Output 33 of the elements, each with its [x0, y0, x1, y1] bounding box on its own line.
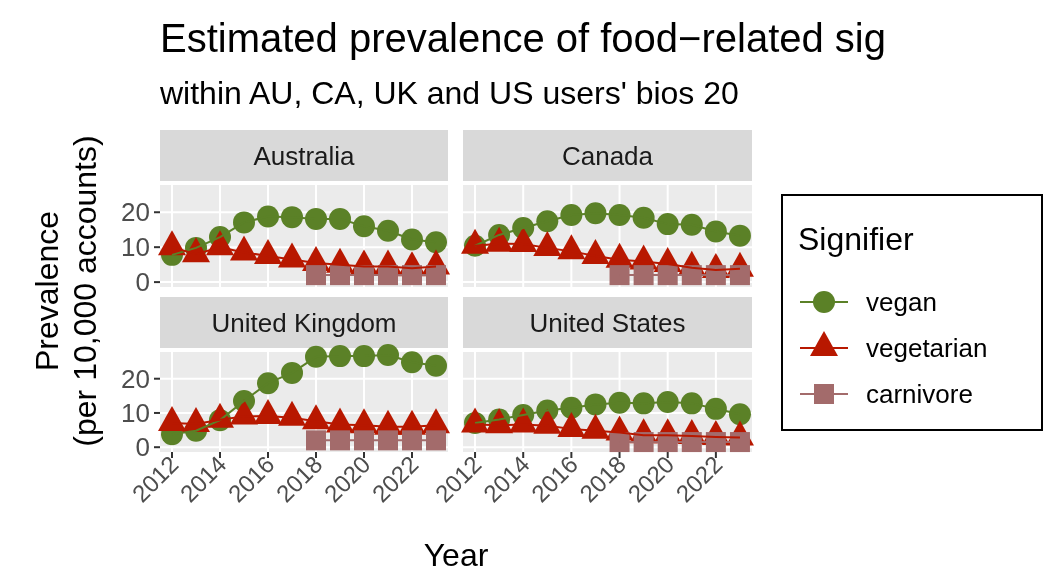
y-tick-label: 20 [121, 363, 150, 394]
point [426, 265, 446, 286]
y-tick-label: 0 [135, 432, 150, 463]
point [306, 265, 326, 286]
point [425, 354, 447, 377]
point [402, 430, 422, 451]
legend-title: Signifier [798, 221, 914, 257]
point [728, 403, 751, 426]
point [426, 430, 446, 451]
point [425, 231, 447, 254]
text: within AU, CA, UK and US users' bios 20 [159, 75, 739, 111]
point [533, 230, 562, 256]
chart-title: United Kingdom [211, 307, 397, 338]
y-tick-label: 10 [121, 232, 150, 263]
y-tick-label: 10 [121, 397, 150, 428]
y-tick-label: 20 [121, 197, 150, 228]
x-axis-title: Year [423, 537, 489, 573]
chart-title: United States [529, 307, 686, 338]
point [354, 430, 374, 451]
point [378, 430, 398, 451]
text: Estimated prevalence of food−related sig [160, 16, 886, 60]
point [306, 430, 326, 451]
legend-label: vegan [866, 287, 937, 317]
point [461, 228, 490, 254]
chart-title: Australia [253, 140, 356, 171]
legend-label: carnivore [866, 379, 973, 409]
point [581, 413, 610, 439]
y-axis-title: Prevalence (per 10,000 accounts) [29, 135, 103, 447]
legend-label: vegetarian [866, 333, 988, 363]
chart-title: Canada [561, 140, 654, 171]
y-tick-label: 0 [135, 267, 150, 298]
point [728, 224, 751, 247]
point [330, 430, 350, 451]
